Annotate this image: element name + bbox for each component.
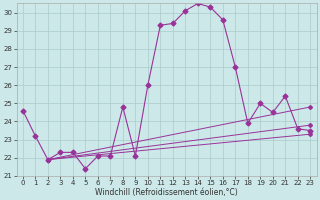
X-axis label: Windchill (Refroidissement éolien,°C): Windchill (Refroidissement éolien,°C) [95,188,238,197]
